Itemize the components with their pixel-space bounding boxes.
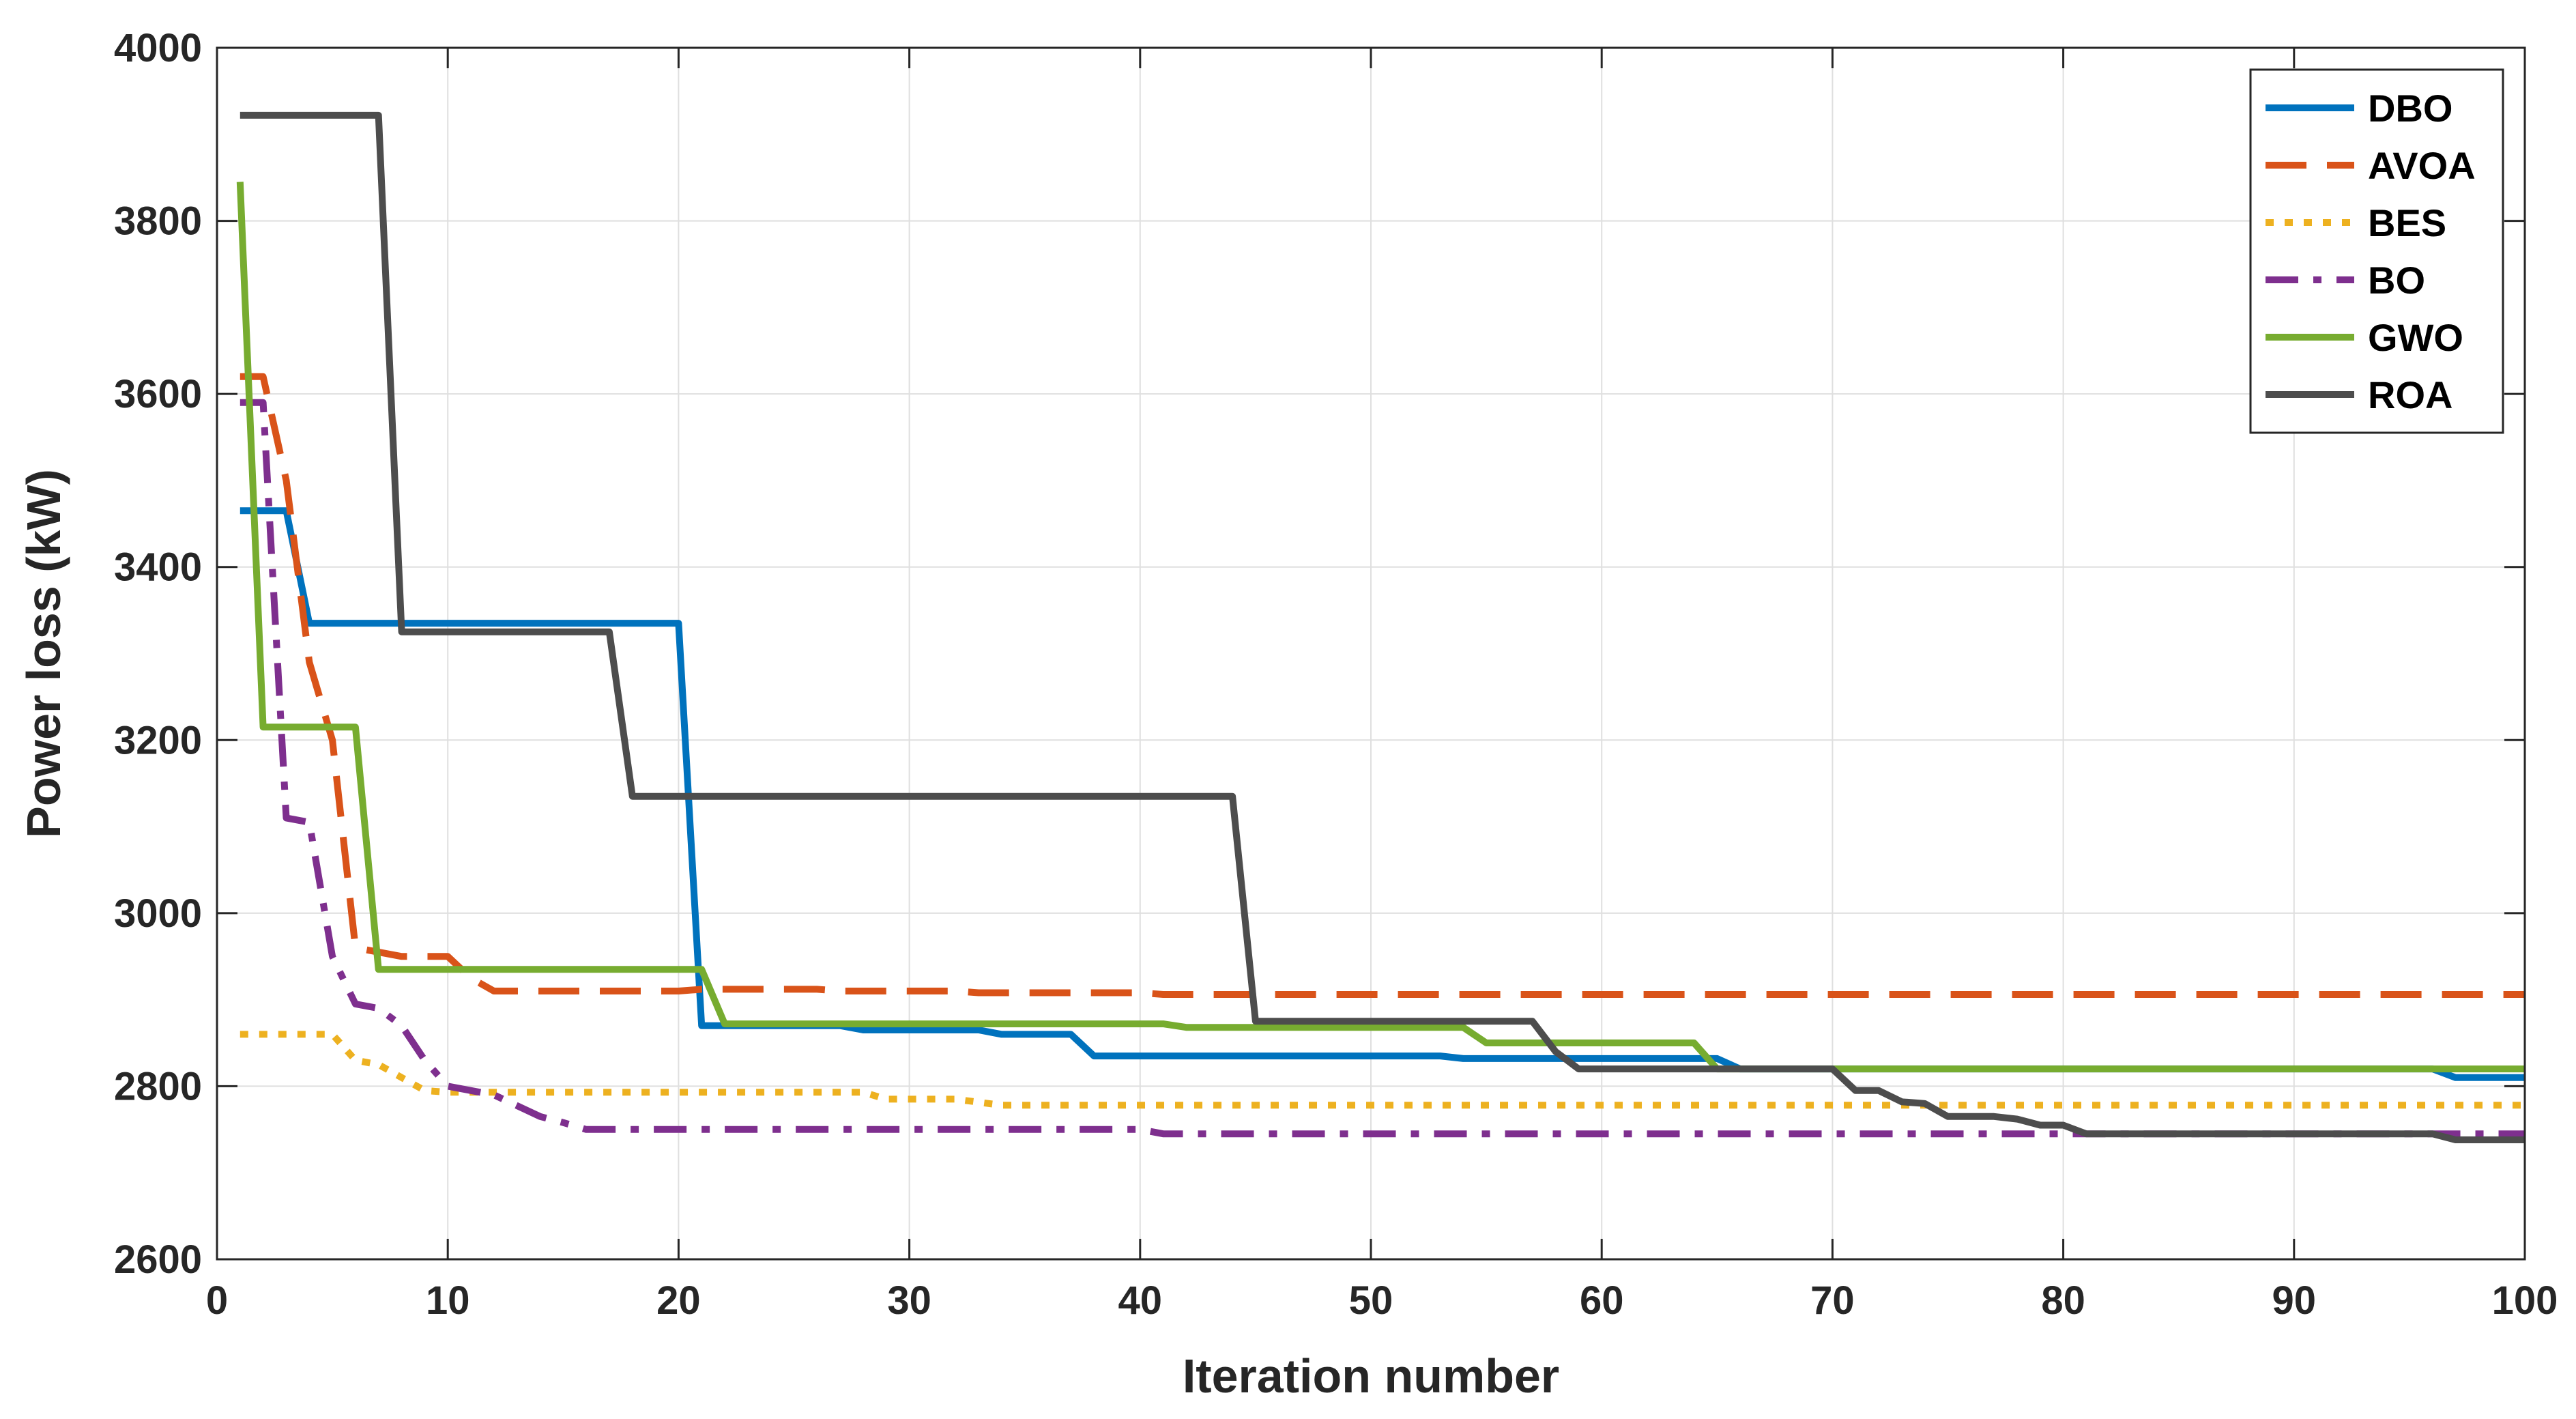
y-axis-title: Power loss (kW) xyxy=(17,469,70,838)
x-tick-label: 0 xyxy=(206,1278,228,1323)
y-tick-label: 4000 xyxy=(114,26,202,70)
series-line-avoa xyxy=(240,373,2525,998)
y-tick-label: 2600 xyxy=(114,1237,202,1282)
legend-box xyxy=(2249,68,2504,434)
x-tick-label: 20 xyxy=(656,1278,701,1323)
y-tick-label: 3000 xyxy=(114,891,202,936)
x-tick-label: 30 xyxy=(887,1278,931,1323)
legend-label-bo: BO xyxy=(2368,259,2425,302)
tick-labels: 0 10 20 30 40 50 60 70 80 90 100 2600 2800 3000 3200 34… xyxy=(114,26,2558,1323)
x-tick-label: 80 xyxy=(2041,1278,2085,1323)
y-tick-label: 2800 xyxy=(114,1064,202,1108)
x-tick-label: 70 xyxy=(1810,1278,1855,1323)
legend-label-dbo: DBO xyxy=(2368,87,2452,130)
x-tick-label: 60 xyxy=(1580,1278,1624,1323)
series-lines xyxy=(236,111,2525,1143)
y-tick-label: 3600 xyxy=(114,372,202,416)
series-line-roa xyxy=(240,111,2525,1143)
series-line-gwo xyxy=(236,182,2525,1073)
x-axis-title: Iteration number xyxy=(1183,1349,1559,1403)
x-tick-label: 90 xyxy=(2272,1278,2317,1323)
series-line-bo xyxy=(240,399,2525,1138)
legend: DBO AVOA BES BO GWO ROA xyxy=(2249,68,2504,434)
legend-label-gwo: GWO xyxy=(2368,316,2463,359)
x-tick-label: 100 xyxy=(2492,1278,2558,1323)
legend-label-avoa: AVOA xyxy=(2368,144,2476,187)
x-tick-label: 40 xyxy=(1118,1278,1163,1323)
y-tick-label: 3400 xyxy=(114,545,202,590)
legend-label-roa: ROA xyxy=(2368,373,2452,416)
legend-label-bes: BES xyxy=(2368,201,2446,244)
x-tick-label: 50 xyxy=(1349,1278,1393,1323)
y-tick-label: 3800 xyxy=(114,199,202,244)
x-tick-label: 10 xyxy=(426,1278,470,1323)
series-line-bes xyxy=(240,1031,2525,1109)
axis-ticks xyxy=(216,46,2526,1261)
y-tick-label: 3200 xyxy=(114,718,202,762)
